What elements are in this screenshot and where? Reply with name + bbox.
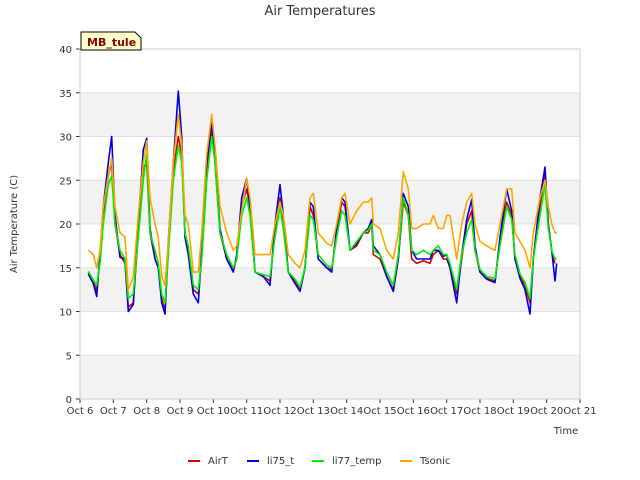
station-badge-shape [80,31,142,51]
x-tick-label: Oct 14 [330,406,363,417]
station-badge: MB_tule [80,31,142,51]
y-axis-title: Air Temperature (C) [9,175,20,273]
series-line-li77-temp [87,135,557,304]
x-tick-label: Oct 11 [230,406,263,417]
y-tick-label: 5 [66,351,72,362]
x-axis-ticks: Oct 6 Oct 7 Oct 8 Oct 9 Oct 10 Oct 11 Oct 12 Oc… [67,399,597,417]
legend-label: li77_temp [332,456,381,467]
x-tick-label: Oct 18 [463,406,496,417]
plot-border [79,48,581,400]
x-tick-label: Oct 15 [363,406,396,417]
legend-label: AirT [208,456,229,467]
series-lines [87,90,558,315]
x-tick-label: Oct 16 [397,406,430,417]
legend: AirT li75_t li77_temp Tsonic [188,456,450,467]
y-tick-label: 10 [59,308,72,319]
x-tick-label: Oct 12 [263,406,296,417]
y-tick-label: 25 [59,176,72,187]
y-tick-label: 0 [66,395,72,406]
y-axis-ticks: 0 5 10 15 20 25 30 35 40 [59,45,80,406]
x-tick-label: Oct 19 [497,406,530,417]
y-tick-label: 35 [59,89,72,100]
x-tick-label: Oct 6 [67,406,94,417]
x-tick-label: Oct 13 [297,406,330,417]
legend-label: li75_t [267,456,294,467]
x-tick-label: Oct 9 [167,406,194,417]
series-line-tsonic [87,113,557,291]
grid-band [80,49,580,93]
x-tick-label: Oct 8 [133,406,160,417]
x-tick-label: Oct 10 [197,406,230,417]
grid-band [80,136,580,181]
y-tick-label: 30 [59,133,72,144]
chart-title: Air Temperatures [264,4,375,19]
plot-background [80,48,580,400]
station-badge-label: MB_tule [87,36,136,49]
legend-label: Tsonic [419,456,450,467]
y-tick-label: 15 [59,264,72,275]
x-axis-title: Time [553,426,578,437]
grid-band [80,311,580,356]
x-tick-label: Oct 17 [430,406,463,417]
x-tick-label: Oct 7 [100,406,127,417]
x-tick-label: Oct 20 [530,406,563,417]
y-tick-label: 20 [59,220,72,231]
x-tick-label: Oct 21 [563,406,596,417]
y-tick-label: 40 [59,45,72,56]
